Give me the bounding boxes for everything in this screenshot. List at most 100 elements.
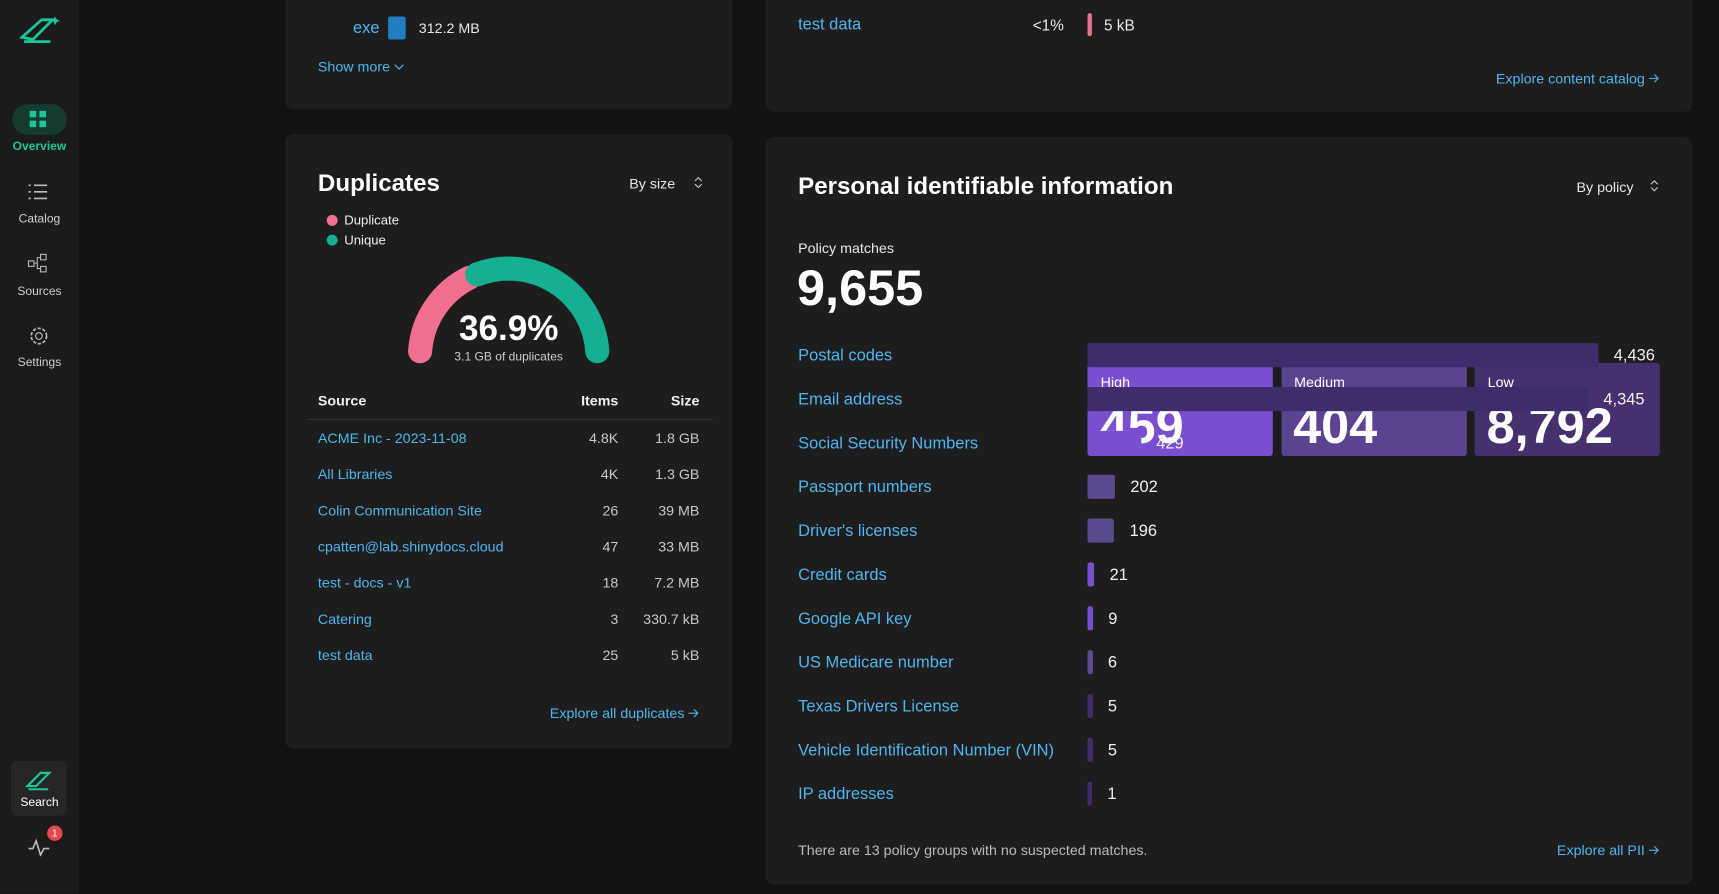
table-cell: 33 MB	[658, 538, 700, 555]
table-header: Items	[581, 392, 619, 409]
nav-item[interactable]: Settings	[17, 356, 62, 370]
source-link[interactable]: cpatten@lab.shinydocs.cloud	[317, 538, 504, 555]
source-link[interactable]: Catering	[317, 610, 372, 628]
value-label: 4,345	[1603, 390, 1645, 409]
category-link[interactable]: Credit cards	[798, 565, 887, 585]
table-cell: 1.3 GB	[655, 465, 700, 483]
level-name: High	[1100, 373, 1131, 391]
catalog-share: <1%	[1032, 16, 1064, 34]
category-link[interactable]: Vehicle Identification Number (VIN)	[798, 741, 1055, 760]
badge: 1	[47, 825, 63, 841]
bar	[1087, 693, 1093, 719]
sort-arrow	[652, 392, 663, 405]
explore-pii-link[interactable]: Explore all PII	[1557, 842, 1660, 858]
link-text: Explore content catalog	[1495, 70, 1645, 87]
overview-icon	[29, 110, 47, 128]
category-link[interactable]: US Medicare number	[798, 653, 954, 673]
sort-icon	[1650, 180, 1658, 192]
settings-icon	[30, 327, 48, 345]
bar	[1087, 518, 1115, 543]
bar	[1087, 781, 1093, 806]
arrow	[1648, 845, 1659, 855]
table-cell: 26	[602, 502, 619, 519]
bar	[1087, 737, 1093, 762]
arrow	[688, 708, 699, 718]
catalog-swatch	[1087, 13, 1092, 37]
chevron	[394, 64, 405, 70]
source-link[interactable]: ACME Inc - 2023-11-08	[317, 429, 467, 447]
nav-item[interactable]: Search	[20, 795, 59, 810]
category-link[interactable]: Texas Drivers License	[798, 697, 959, 716]
value-label: 196	[1129, 521, 1158, 541]
sort-text: By policy	[1576, 178, 1634, 196]
gauge-chart: Duplicate Unique 36.9% 3.1 GB of duplicates	[326, 213, 610, 364]
category-link[interactable]: IP addresses	[798, 784, 894, 804]
legend-label: Unique	[344, 232, 386, 247]
show-more-text: Show more	[317, 58, 391, 75]
table-cell: 4.8K	[588, 429, 619, 447]
file-types-card: exe 312.2 MB Show more	[285, 0, 733, 110]
file-type-label[interactable]: exe	[353, 18, 380, 38]
bar	[1087, 474, 1115, 499]
category-link[interactable]: Passport numbers	[798, 477, 932, 497]
table-cell: 47	[602, 538, 619, 555]
value-label: 5	[1107, 741, 1117, 760]
table-cell: 330.7 kB	[643, 610, 700, 628]
level-name: Low	[1487, 373, 1514, 391]
category-link[interactable]: Social Security Numbers	[798, 434, 979, 453]
value-label: 429	[1156, 434, 1184, 453]
table-cell: 7.2 MB	[654, 574, 700, 591]
table-cell: 18	[602, 574, 619, 591]
nav-item[interactable]: Sources	[17, 285, 62, 299]
legend-swatch	[326, 214, 338, 226]
value-label: 21	[1109, 565, 1128, 585]
table-cell: 1.8 GB	[655, 429, 700, 447]
sort-select[interactable]: By size	[629, 175, 705, 192]
catalog-icon	[28, 184, 48, 200]
category-link[interactable]: Email address	[798, 390, 903, 409]
category-link[interactable]: Driver's licenses	[798, 521, 918, 541]
gauge-unique-arc	[465, 256, 610, 364]
category-link[interactable]: Postal codes	[798, 346, 893, 366]
gauge-value: 36.9%	[459, 309, 558, 348]
level-name: Medium	[1294, 373, 1345, 391]
catalog-label[interactable]: test data	[798, 15, 862, 34]
file-type-size: 312.2 MB	[418, 19, 480, 37]
nav-item[interactable]: Catalog	[18, 212, 61, 226]
bar	[1087, 343, 1599, 368]
category-link[interactable]: Google API key	[798, 609, 912, 629]
table-cell: 5 kB	[670, 646, 700, 664]
activity-icon[interactable]	[27, 838, 51, 857]
catalog-size: 5 kB	[1103, 16, 1135, 34]
pii-card: Personal identifiable information By pol…	[765, 137, 1693, 885]
bar	[1087, 430, 1141, 455]
link-text: Explore all duplicates	[549, 704, 685, 722]
source-link[interactable]: Colin Communication Site	[317, 502, 482, 519]
content-catalog-card: test data <1% 5 kB Explore content catal…	[765, 0, 1693, 112]
sort-icon	[694, 176, 702, 189]
link-text: Explore all PII	[1556, 841, 1645, 859]
value-label: 4,436	[1613, 346, 1655, 366]
source-link[interactable]: test - docs - v1	[317, 574, 412, 591]
nav-item[interactable]: Overview	[12, 140, 67, 154]
card-title: Personal identifiable information	[798, 172, 1174, 200]
gauge-subtitle: 3.1 GB of duplicates	[454, 350, 562, 364]
sort-select[interactable]: By policy	[1576, 179, 1661, 195]
nav-active-pill	[12, 104, 67, 135]
source-link[interactable]: test data	[317, 646, 373, 664]
explore-catalog-link[interactable]: Explore content catalog	[1495, 70, 1660, 87]
explore-duplicates-link[interactable]: Explore all duplicates	[550, 705, 700, 721]
bar	[1087, 386, 1589, 412]
show-more[interactable]: Show more	[317, 58, 405, 75]
table-cell: 39 MB	[658, 502, 700, 519]
source-link[interactable]: All Libraries	[317, 465, 393, 483]
bar	[1087, 562, 1095, 587]
duplicates-card: Duplicates By size Duplicate Unique 36.9% 3…	[285, 133, 733, 749]
table-divider	[306, 418, 713, 420]
value-label: 5	[1107, 697, 1117, 716]
table-cell: 25	[602, 646, 619, 664]
footnote: There are 13 policy groups with no suspe…	[798, 841, 1148, 859]
legend-label: Duplicate	[344, 213, 399, 228]
bar	[1087, 650, 1093, 675]
